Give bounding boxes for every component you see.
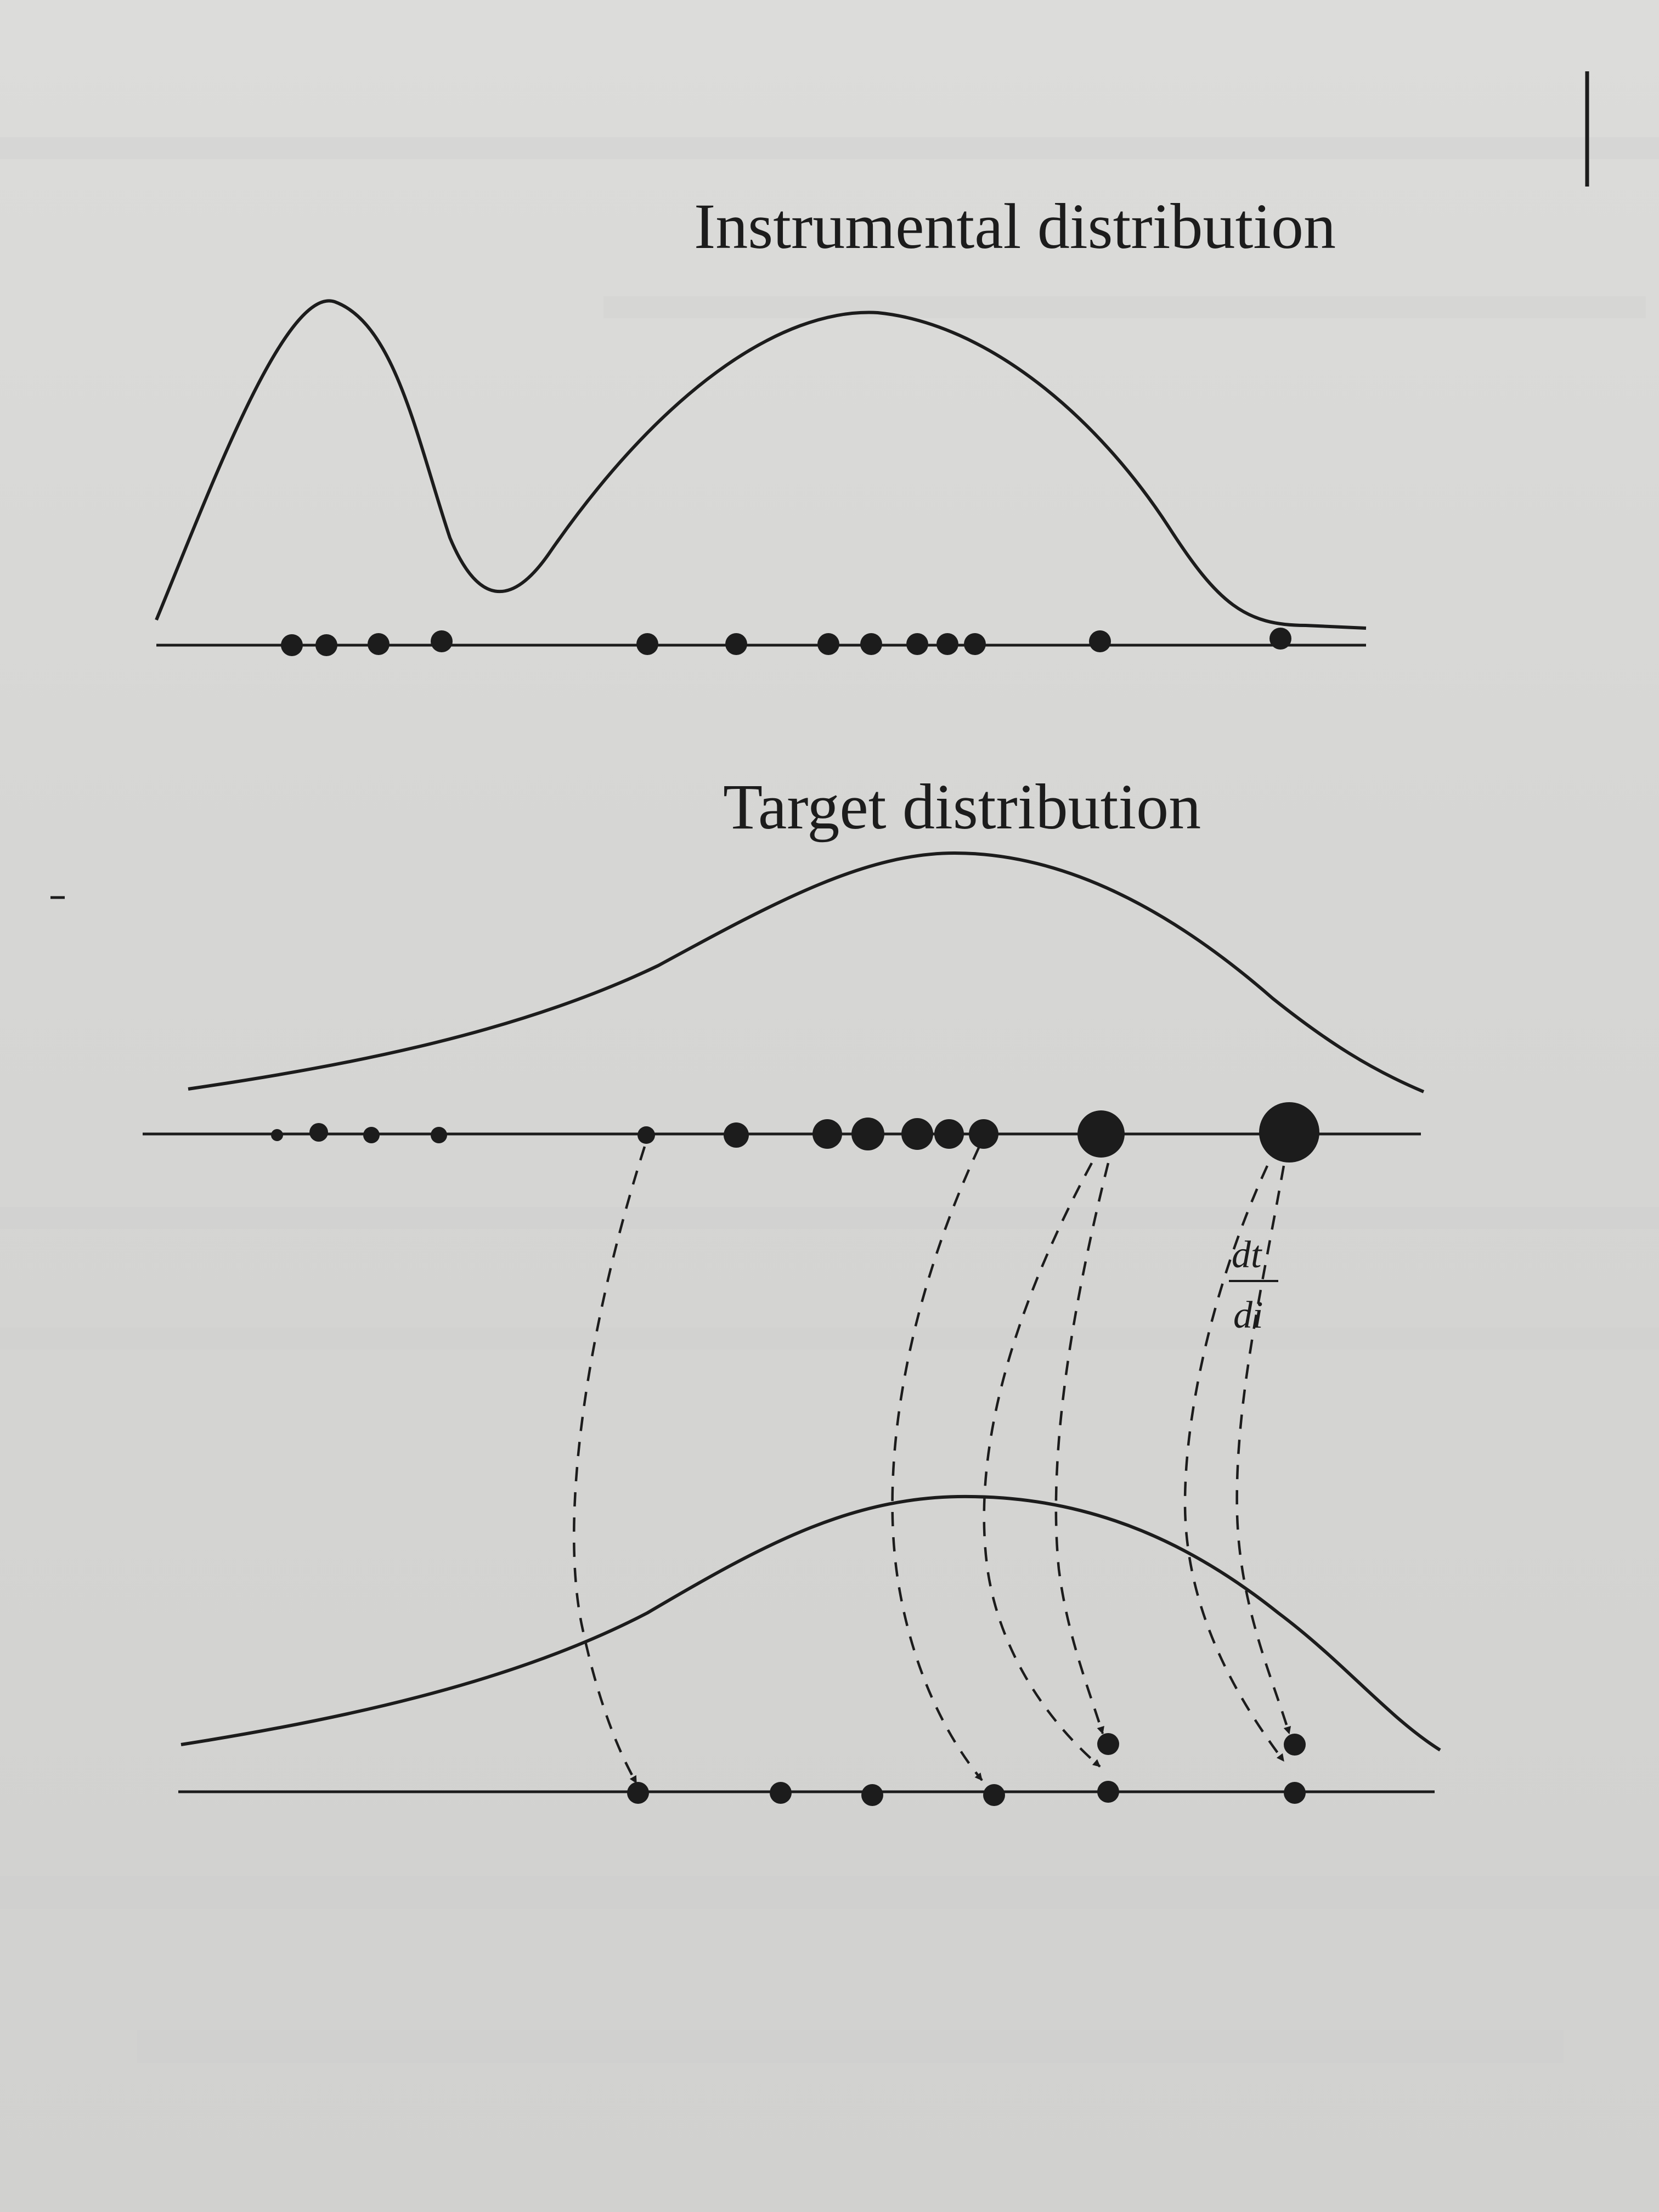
target-density-curve — [188, 851, 1425, 1093]
resampled-point — [627, 1782, 649, 1804]
instrumental-sample — [725, 633, 747, 655]
weighted-sample — [1259, 1102, 1319, 1163]
weighted-sample — [851, 1118, 884, 1150]
weighted-sample — [724, 1122, 749, 1148]
instrumental-sample — [315, 634, 337, 656]
resampled-point — [1284, 1734, 1306, 1756]
weighted-sample — [1077, 1110, 1125, 1158]
weighted-sample — [969, 1119, 998, 1149]
instrumental-sample — [964, 633, 986, 655]
instrumental-sample — [936, 633, 958, 655]
instrumental-samples — [281, 628, 1291, 656]
resampled-point — [1097, 1781, 1119, 1803]
resampling-arrow — [1054, 1163, 1110, 1735]
instrumental-sample — [431, 630, 453, 652]
derivative-denominator: di — [1233, 1294, 1263, 1336]
weighted-sample — [637, 1126, 655, 1144]
instrumental-sample — [1089, 630, 1111, 652]
resampled-point — [1097, 1733, 1119, 1755]
instrumental-title: Instrumental distribution — [694, 190, 1336, 262]
resampling-arrow — [891, 1146, 983, 1781]
background-print-through — [0, 137, 1659, 2063]
weighted-sample — [363, 1127, 380, 1143]
resampling-arrow — [1183, 1165, 1285, 1762]
resampled-point — [770, 1782, 792, 1804]
resampled-points — [627, 1733, 1306, 1806]
resampled-point — [983, 1784, 1005, 1806]
resampling-arrow — [983, 1162, 1101, 1768]
instrumental-density-curve — [155, 299, 1367, 630]
instrumental-sample — [281, 634, 303, 656]
resampling-arrows — [573, 1146, 1291, 1784]
resampled-point — [861, 1784, 883, 1806]
weighted-samples — [271, 1102, 1319, 1163]
weighted-sample — [431, 1127, 447, 1143]
resampling-arrow — [573, 1146, 646, 1784]
weighted-sample — [271, 1129, 283, 1141]
derivative-numerator: dt — [1232, 1234, 1262, 1276]
instrumental-sample — [1269, 628, 1291, 650]
weighted-sample — [812, 1119, 842, 1149]
weighted-sample — [901, 1118, 933, 1150]
instrumental-sample — [817, 633, 839, 655]
derivative-label: dt di — [1229, 1234, 1278, 1336]
resampling-arrow — [1235, 1165, 1291, 1735]
instrumental-sample — [860, 633, 882, 655]
weighted-sample — [934, 1119, 964, 1149]
instrumental-sample — [636, 633, 658, 655]
resampled-point — [1284, 1782, 1306, 1804]
resampled-density-curve — [180, 1494, 1441, 1752]
weighted-sample — [309, 1123, 328, 1142]
instrumental-sample — [906, 633, 928, 655]
instrumental-sample — [368, 633, 390, 655]
target-title: Target distribution — [723, 771, 1201, 843]
